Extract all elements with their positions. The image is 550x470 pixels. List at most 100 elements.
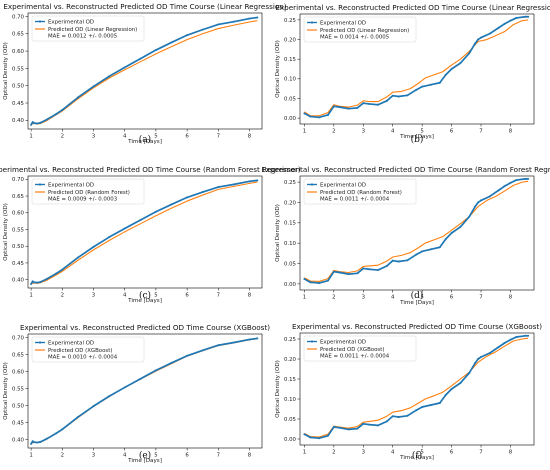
experimental-data-point xyxy=(31,440,34,443)
legend-label-predicted: Predicted OD (Random Forest) xyxy=(48,190,130,196)
x-tick-label: 6 xyxy=(185,134,189,140)
experimental-data-point xyxy=(397,95,400,98)
experimental-data-point xyxy=(326,113,329,116)
experimental-data-point xyxy=(459,62,462,65)
experimental-data-point xyxy=(154,210,157,213)
experimental-data-point xyxy=(497,26,500,29)
experimental-data-point xyxy=(509,338,512,341)
chart-title: Experimental vs. Reconstructed Predicted… xyxy=(0,165,301,174)
y-tick-label: 0.40 xyxy=(12,118,25,124)
experimental-data-point xyxy=(468,215,471,218)
experimental-data-point xyxy=(170,361,173,364)
legend-marker-experimental xyxy=(310,183,314,186)
experimental-data-point xyxy=(338,271,341,274)
experimental-data-point xyxy=(450,388,453,390)
experimental-data-point xyxy=(468,52,471,55)
experimental-data-point xyxy=(45,437,48,440)
x-tick-label: 3 xyxy=(92,293,95,299)
experimental-data-point xyxy=(406,259,409,262)
y-tick-label: 0.10 xyxy=(284,241,297,247)
x-tick-label: 7 xyxy=(217,453,220,459)
experimental-data-point xyxy=(332,426,335,428)
experimental-data-point xyxy=(154,49,157,52)
experimental-data-point xyxy=(421,250,424,253)
legend: Experimental OD Predicted OD (Random Fore… xyxy=(303,178,417,205)
chart-title: Experimental vs. Reconstructed Predicted… xyxy=(292,322,542,331)
y-tick-label: 0.65 xyxy=(12,32,24,38)
experimental-data-point xyxy=(92,405,95,408)
predicted-series-line xyxy=(304,180,529,283)
experimental-data-point xyxy=(39,280,42,283)
experimental-data-point xyxy=(326,279,329,282)
chart-title: Experimental vs. Reconstructed Predicted… xyxy=(261,165,550,174)
experimental-data-point xyxy=(326,434,329,437)
y-tick-label: 0.70 xyxy=(12,335,25,341)
experimental-data-point xyxy=(524,334,527,337)
panel-caption: (c) xyxy=(139,290,151,301)
x-tick-label: 8 xyxy=(509,295,513,301)
legend-label-predicted: Predicted OD (Linear Regression) xyxy=(320,28,409,34)
panel-caption: (e) xyxy=(139,450,151,461)
experimental-data-point xyxy=(55,432,58,435)
experimental-data-point xyxy=(36,441,39,444)
x-tick-label: 2 xyxy=(332,450,335,456)
experimental-data-point xyxy=(232,341,235,344)
legend-marker-experimental xyxy=(38,20,42,23)
chart-title: Experimental vs. Reconstructed Predicted… xyxy=(20,323,270,332)
experimental-data-point xyxy=(488,195,491,198)
x-tick-label: 2 xyxy=(61,134,64,140)
y-tick-label: 0.15 xyxy=(284,377,296,383)
experimental-data-point xyxy=(170,203,173,206)
experimental-data-point xyxy=(76,96,79,99)
experimental-data-point xyxy=(30,442,33,445)
y-tick-label: 0.10 xyxy=(284,397,297,403)
mae-annotation: MAE = 0.0012 +/- 0.0005 xyxy=(48,34,117,40)
legend-label-predicted: Predicted OD (Random Forest) xyxy=(320,190,402,196)
experimental-data-point xyxy=(108,395,111,398)
experimental-data-point xyxy=(309,281,312,284)
experimental-data-point xyxy=(362,422,365,425)
experimental-data-point xyxy=(92,85,95,88)
experimental-data-point xyxy=(186,34,189,37)
x-tick-label: 8 xyxy=(248,293,252,299)
x-tick-label: 2 xyxy=(332,129,335,135)
experimental-data-point xyxy=(415,88,418,91)
experimental-data-point xyxy=(429,404,432,406)
x-tick-label: 6 xyxy=(450,129,454,135)
experimental-data-point xyxy=(217,344,220,347)
experimental-data-point xyxy=(429,248,432,251)
x-tick-label: 5 xyxy=(154,293,157,299)
experimental-data-point xyxy=(347,428,350,431)
y-tick-label: 0.55 xyxy=(12,386,24,392)
experimental-data-point xyxy=(527,334,530,337)
y-tick-label: 0.00 xyxy=(284,116,297,122)
experimental-data-point xyxy=(377,103,379,106)
y-tick-label: 0.50 xyxy=(12,403,25,409)
legend-label-predicted: Predicted OD (Linear Regression) xyxy=(48,27,137,33)
x-axis-label: Time [Days] xyxy=(127,298,162,304)
experimental-data-point xyxy=(503,342,506,344)
experimental-data-point xyxy=(248,180,251,183)
experimental-data-point xyxy=(377,424,379,427)
experimental-data-point xyxy=(347,273,350,276)
experimental-data-point xyxy=(318,437,321,440)
panel-caption: (d) xyxy=(411,290,424,301)
y-tick-label: 0.20 xyxy=(284,37,297,43)
experimental-data-point xyxy=(30,282,33,285)
y-tick-label: 0.65 xyxy=(12,194,24,200)
x-tick-label: 1 xyxy=(303,450,306,456)
legend-marker-experimental xyxy=(310,340,314,343)
experimental-data-point xyxy=(338,106,341,109)
x-tick-label: 6 xyxy=(450,295,454,301)
panel-caption: (a) xyxy=(139,134,151,145)
chart-title: Experimental vs. Reconstructed Predicted… xyxy=(3,2,286,11)
experimental-data-point xyxy=(415,253,418,256)
experimental-data-point xyxy=(33,441,36,444)
legend-label-experimental: Experimental OD xyxy=(320,20,366,26)
y-axis-label: Optical Density (OD) xyxy=(275,360,281,418)
y-tick-label: 0.50 xyxy=(12,84,25,90)
experimental-data-point xyxy=(303,278,306,281)
panel-caption: (f) xyxy=(412,450,422,461)
x-tick-label: 2 xyxy=(332,295,335,301)
x-tick-label: 4 xyxy=(391,295,395,301)
